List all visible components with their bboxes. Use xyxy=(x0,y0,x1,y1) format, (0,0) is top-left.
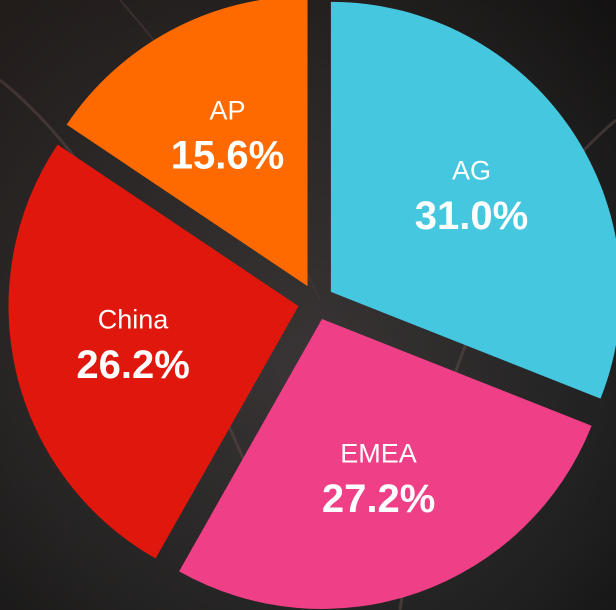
pie-slice xyxy=(8,144,299,559)
pie-slice xyxy=(330,1,616,399)
slice-category-label: AP xyxy=(209,95,245,125)
pie: AG 31.0% EMEA 27.2% China 26.2% AP 15.6% xyxy=(8,0,616,609)
slice-value-label: 27.2% xyxy=(322,477,435,521)
slice-category-label: AG xyxy=(452,155,491,185)
slice-value-label: 26.2% xyxy=(76,343,189,387)
slice-value-label: 15.6% xyxy=(171,134,284,178)
slice-value-label: 31.0% xyxy=(415,194,528,238)
slice-category-label: China xyxy=(98,304,170,334)
pie-slice xyxy=(179,318,592,609)
pie-slice xyxy=(66,0,308,287)
slice-category-label: EMEA xyxy=(340,438,417,468)
